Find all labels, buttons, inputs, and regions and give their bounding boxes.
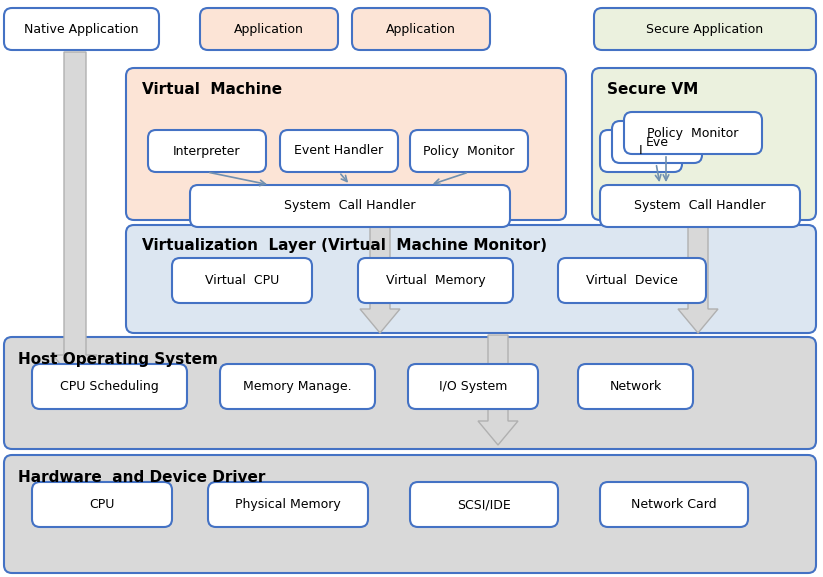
FancyBboxPatch shape: [612, 121, 702, 163]
FancyBboxPatch shape: [408, 364, 538, 409]
Text: Virtual  Memory: Virtual Memory: [386, 274, 486, 287]
Text: Application: Application: [234, 23, 304, 36]
FancyBboxPatch shape: [600, 130, 682, 172]
Text: Network Card: Network Card: [631, 498, 717, 511]
Polygon shape: [678, 222, 718, 333]
FancyBboxPatch shape: [352, 8, 490, 50]
Text: Virtual  CPU: Virtual CPU: [205, 274, 279, 287]
Text: Event Handler: Event Handler: [295, 144, 384, 158]
Text: I/O System: I/O System: [439, 380, 507, 393]
FancyBboxPatch shape: [600, 185, 800, 227]
FancyBboxPatch shape: [126, 68, 566, 220]
FancyBboxPatch shape: [410, 130, 528, 172]
Text: Virtual  Machine: Virtual Machine: [142, 82, 282, 97]
FancyBboxPatch shape: [4, 8, 159, 50]
Text: Policy  Monitor: Policy Monitor: [423, 144, 514, 158]
FancyBboxPatch shape: [148, 130, 266, 172]
Text: Interpreter: Interpreter: [174, 144, 241, 158]
FancyBboxPatch shape: [594, 8, 816, 50]
FancyBboxPatch shape: [558, 258, 706, 303]
FancyBboxPatch shape: [190, 185, 510, 227]
Text: Hardware  and Device Driver: Hardware and Device Driver: [18, 470, 265, 485]
Text: SCSI/IDE: SCSI/IDE: [457, 498, 511, 511]
FancyBboxPatch shape: [592, 68, 816, 220]
FancyBboxPatch shape: [280, 130, 398, 172]
FancyBboxPatch shape: [200, 8, 338, 50]
FancyBboxPatch shape: [358, 258, 513, 303]
Text: Policy  Monitor: Policy Monitor: [648, 126, 739, 140]
Text: Native Application: Native Application: [24, 23, 139, 36]
FancyBboxPatch shape: [4, 337, 816, 449]
Text: Physical Memory: Physical Memory: [235, 498, 341, 511]
Text: Eve: Eve: [645, 136, 668, 148]
Text: System  Call Handler: System Call Handler: [635, 200, 765, 212]
Text: Network: Network: [609, 380, 662, 393]
Text: CPU Scheduling: CPU Scheduling: [60, 380, 159, 393]
Text: I: I: [639, 144, 643, 158]
FancyBboxPatch shape: [410, 482, 558, 527]
Text: Host Operating System: Host Operating System: [18, 352, 218, 367]
FancyBboxPatch shape: [624, 112, 762, 154]
Text: Secure Application: Secure Application: [646, 23, 764, 36]
Polygon shape: [478, 335, 518, 445]
Text: System  Call Handler: System Call Handler: [284, 200, 416, 212]
FancyBboxPatch shape: [578, 364, 693, 409]
Text: CPU: CPU: [90, 498, 114, 511]
FancyBboxPatch shape: [4, 455, 816, 573]
Text: Virtualization  Layer (Virtual  Machine Monitor): Virtualization Layer (Virtual Machine Mo…: [142, 238, 547, 253]
FancyBboxPatch shape: [220, 364, 375, 409]
FancyBboxPatch shape: [32, 482, 172, 527]
Polygon shape: [360, 222, 400, 333]
Text: Application: Application: [386, 23, 456, 36]
FancyBboxPatch shape: [172, 258, 312, 303]
Text: Memory Manage.: Memory Manage.: [243, 380, 351, 393]
Polygon shape: [53, 52, 97, 383]
Text: Secure VM: Secure VM: [607, 82, 698, 97]
FancyBboxPatch shape: [600, 482, 748, 527]
FancyBboxPatch shape: [208, 482, 368, 527]
FancyBboxPatch shape: [126, 225, 816, 333]
Text: Virtual  Device: Virtual Device: [586, 274, 678, 287]
FancyBboxPatch shape: [32, 364, 187, 409]
